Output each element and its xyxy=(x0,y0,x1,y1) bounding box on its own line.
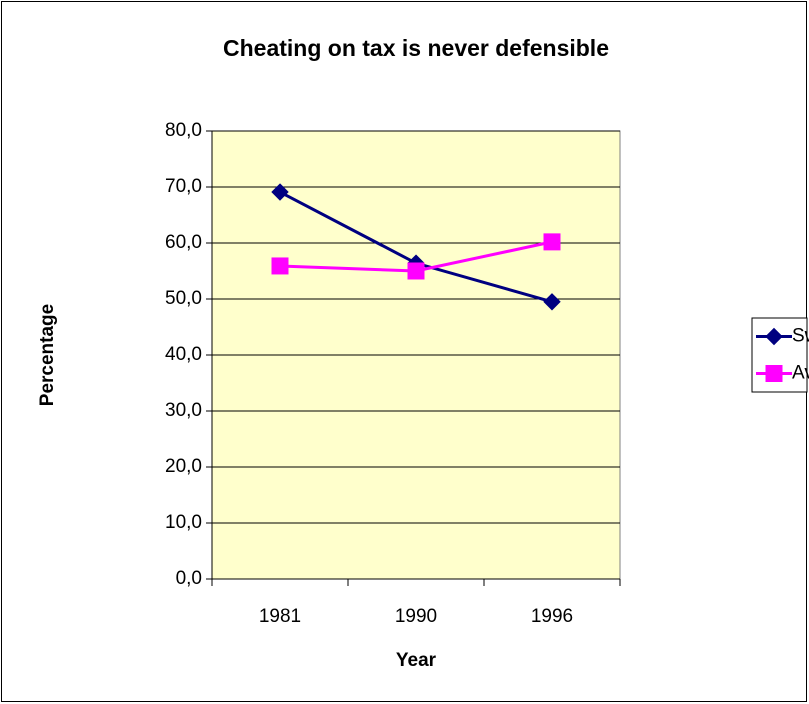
y-axis-label: Percentage xyxy=(37,304,58,406)
y-tick-label: 30,0 xyxy=(165,400,202,421)
y-tick-label: 70,0 xyxy=(165,176,202,197)
y-tick-label: 0,0 xyxy=(176,568,202,589)
legend-marker xyxy=(765,327,783,346)
data-point xyxy=(543,233,561,251)
y-tick-label: 40,0 xyxy=(165,344,202,365)
y-tick-label: 10,0 xyxy=(165,512,202,533)
legend-label: Sweden xyxy=(792,326,809,347)
legend-label: Average xyxy=(792,363,809,384)
data-point xyxy=(543,293,561,311)
y-tick-label: 50,0 xyxy=(165,288,202,309)
x-tick-label: 1996 xyxy=(531,606,573,627)
x-tick-label: 1990 xyxy=(395,606,437,627)
data-point xyxy=(407,262,425,280)
legend-marker xyxy=(765,365,783,382)
chart-title: Cheating on tax is never defensible xyxy=(223,35,609,61)
data-point xyxy=(271,257,289,275)
y-tick-label: 80,0 xyxy=(165,120,202,141)
y-tick-label: 60,0 xyxy=(165,232,202,253)
y-tick-label: 20,0 xyxy=(165,456,202,477)
x-axis-label: Year xyxy=(396,650,437,671)
data-point xyxy=(271,183,289,201)
x-tick-label: 1981 xyxy=(259,606,301,627)
